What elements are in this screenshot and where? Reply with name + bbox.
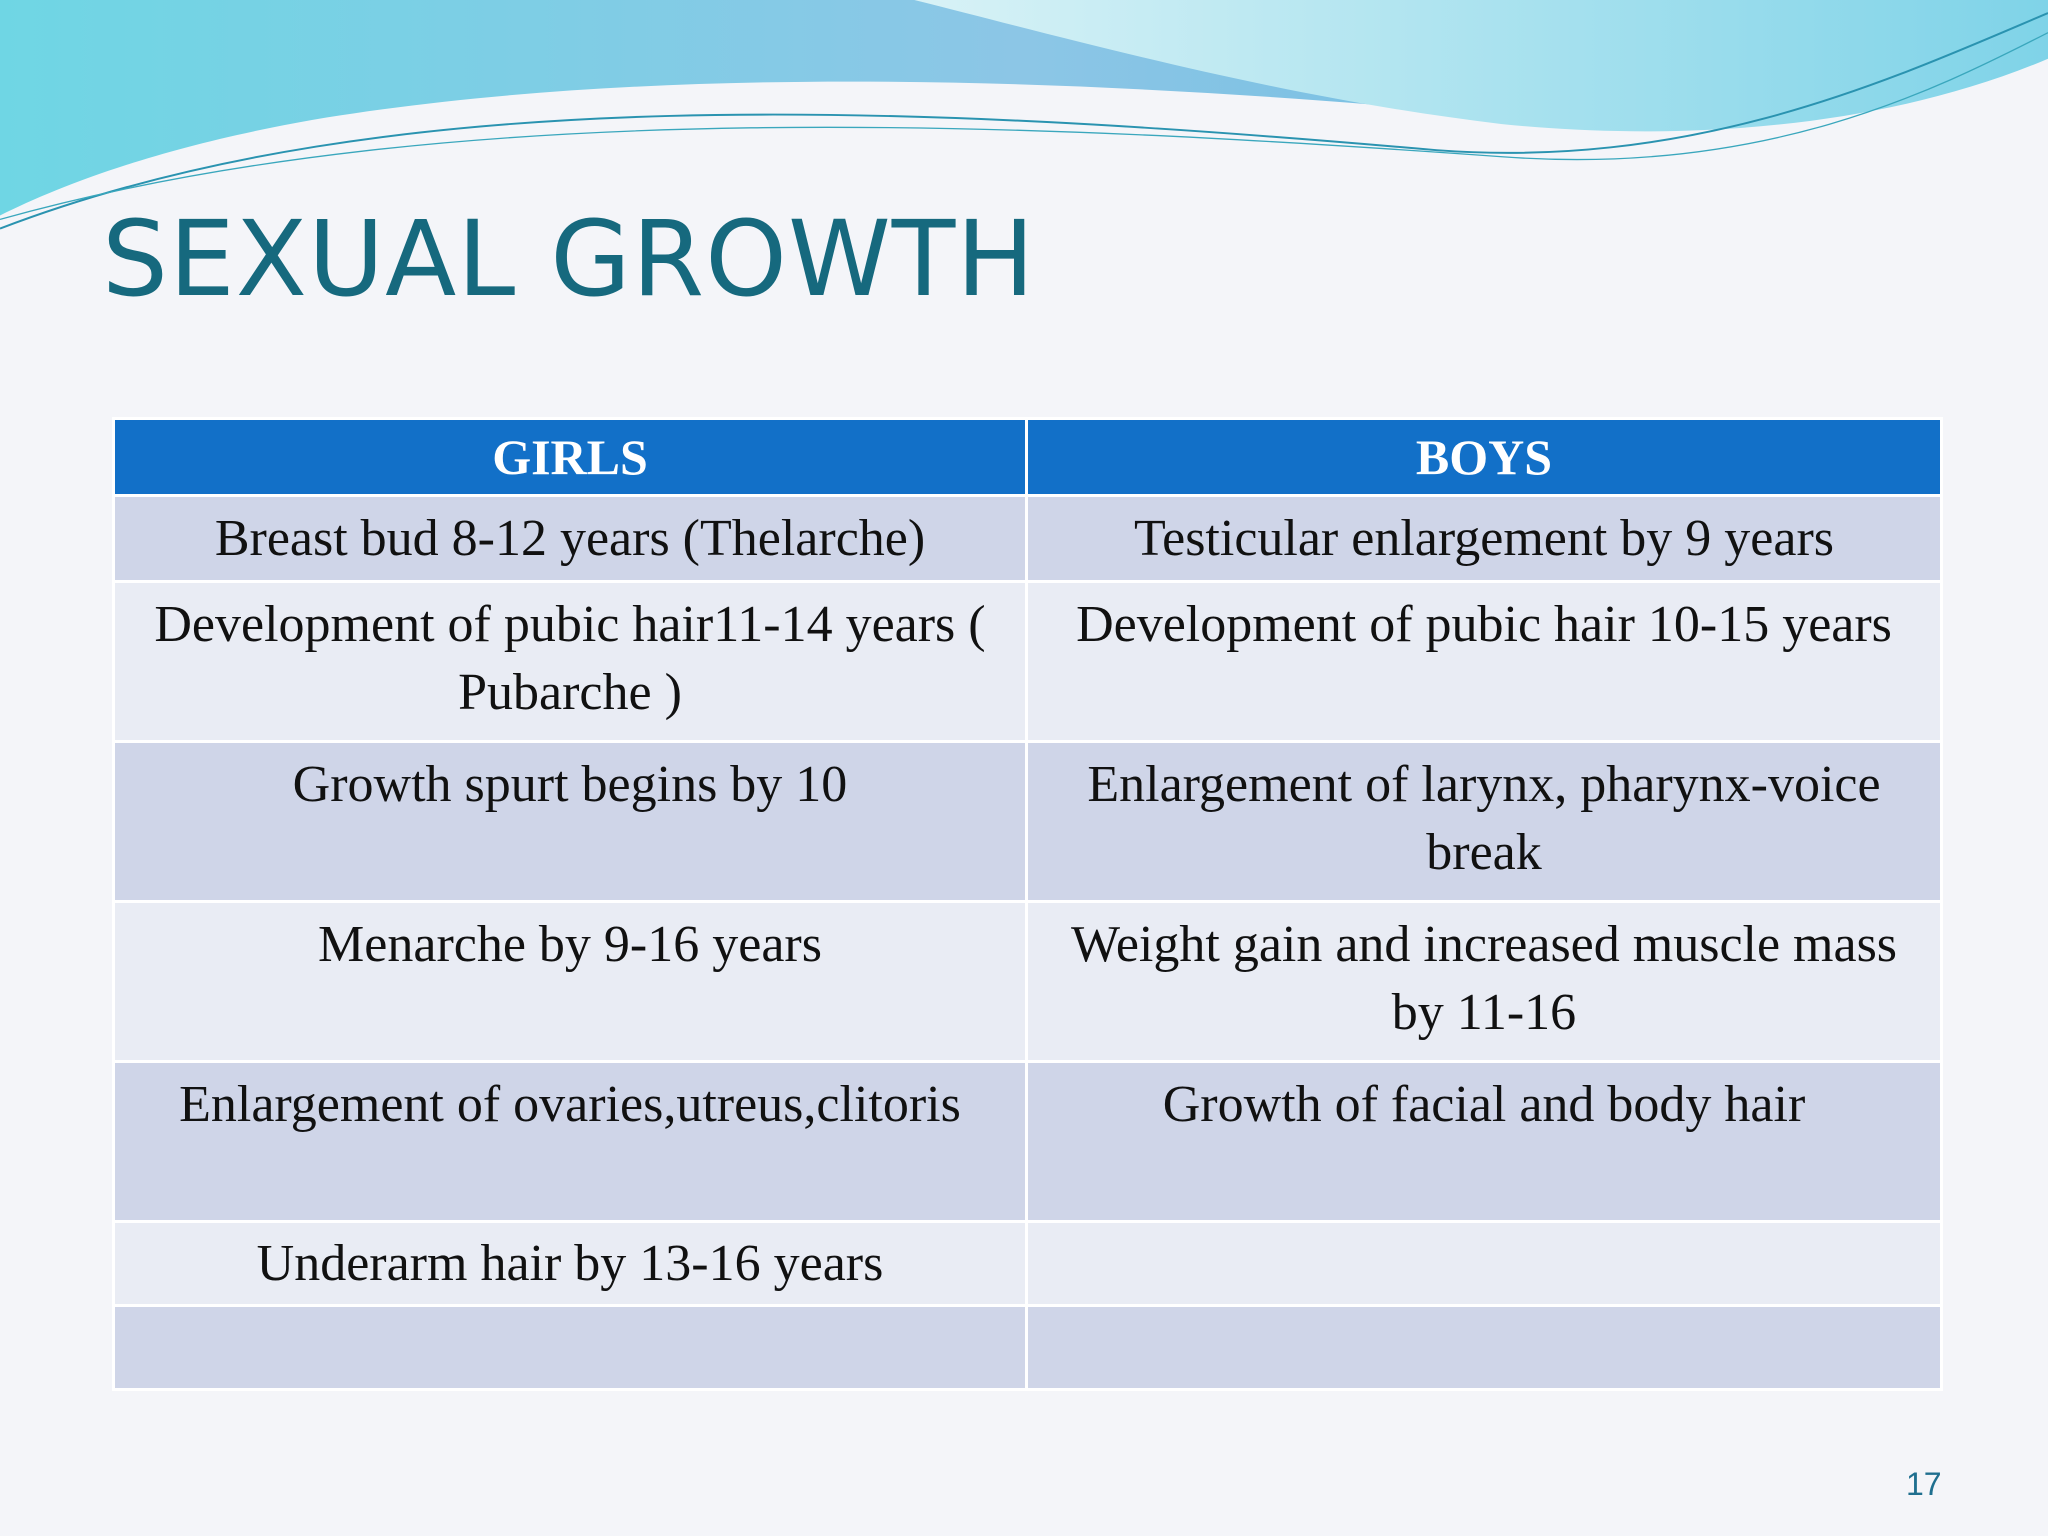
- table-cell: Development of pubic hair 10-15 years: [1025, 580, 1943, 743]
- slide-title: SEXUAL GROWTH: [102, 198, 1036, 320]
- header-cell: GIRLS: [112, 417, 1028, 497]
- table-cell: Growth of facial and body hair: [1025, 1060, 1943, 1223]
- page-number: 17: [1906, 1466, 1942, 1502]
- table-cell: Enlargement of ovaries,utreus,clitoris: [112, 1060, 1028, 1223]
- table-row: [112, 1304, 1943, 1391]
- table-cell: Underarm hair by 13-16 years: [112, 1220, 1028, 1307]
- table-cell: Growth spurt begins by 10: [112, 740, 1028, 903]
- table-cell: Weight gain and increased muscle mass by…: [1025, 900, 1943, 1063]
- table-cell: Development of pubic hair11-14 years ( P…: [112, 580, 1028, 743]
- table-row: Breast bud 8-12 years (Thelarche) Testicu…: [112, 494, 1943, 583]
- table-cell: Menarche by 9-16 years: [112, 900, 1028, 1063]
- header-row: GIRLS BOYS: [112, 417, 1943, 497]
- comparison-table: GIRLS BOYS Breast bud 8-12 years (Thelarc…: [112, 417, 1943, 1391]
- table-cell: Testicular enlargement by 9 years: [1025, 494, 1943, 583]
- table-cell: Breast bud 8-12 years (Thelarche): [112, 494, 1028, 583]
- table-row: Underarm hair by 13-16 years: [112, 1220, 1943, 1307]
- table-cell: [112, 1304, 1028, 1391]
- table-row: Enlargement of ovaries,utreus,clitoris Gr…: [112, 1060, 1943, 1223]
- table-row: Growth spurt begins by 10 Enlargement of …: [112, 740, 1943, 903]
- table-cell: [1025, 1304, 1943, 1391]
- table-row: Development of pubic hair11-14 years ( P…: [112, 580, 1943, 743]
- table-row: Menarche by 9-16 years Weight gain and in…: [112, 900, 1943, 1063]
- table-cell: [1025, 1220, 1943, 1307]
- header-cell: BOYS: [1025, 417, 1943, 497]
- table-cell: Enlargement of larynx, pharynx-voice bre…: [1025, 740, 1943, 903]
